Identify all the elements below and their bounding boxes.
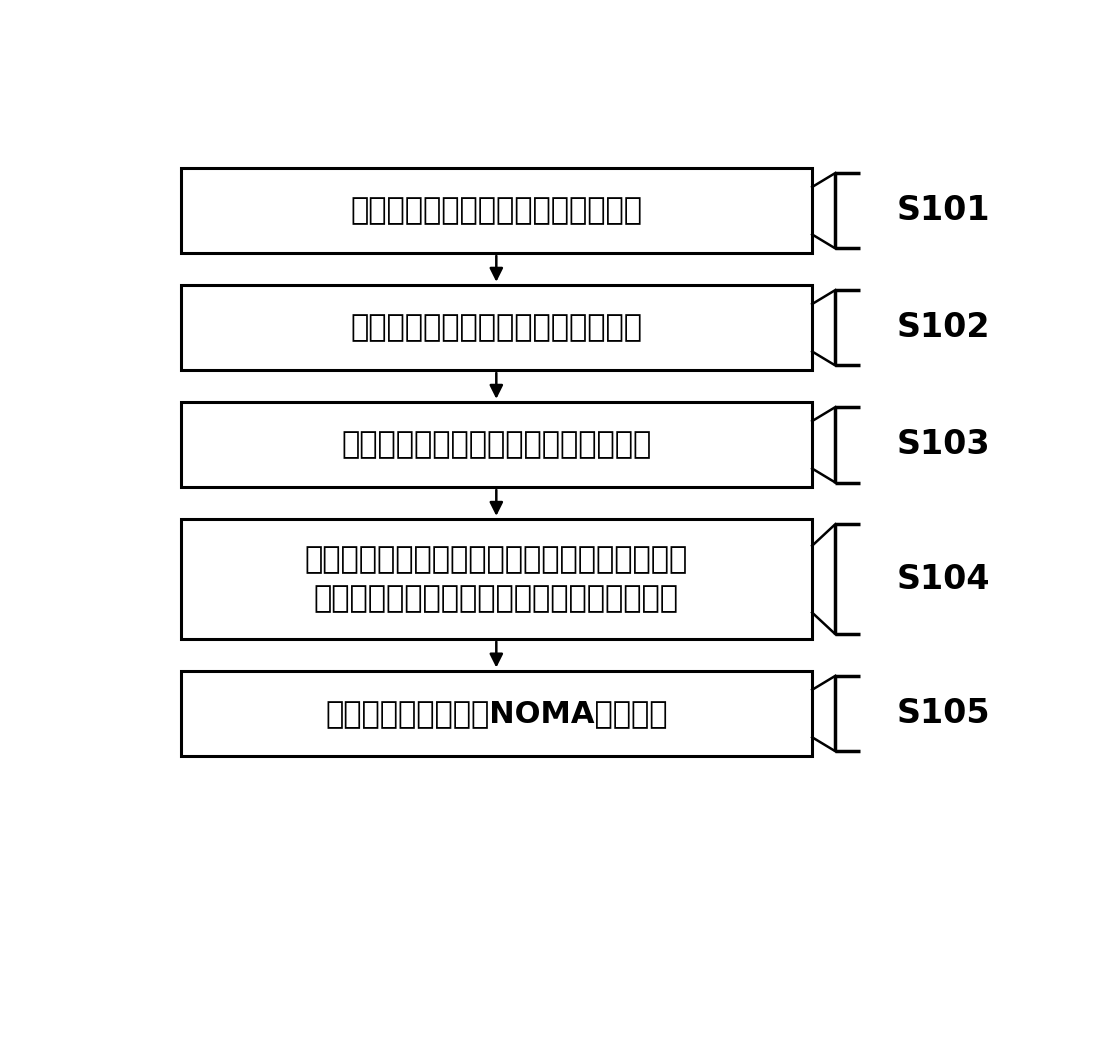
Bar	[181, 285, 812, 370]
Text: S105: S105	[897, 697, 990, 730]
Text: 根据信道质量对合法用户进行重新排序: 根据信道质量对合法用户进行重新排序	[341, 431, 652, 459]
Bar	[181, 520, 812, 639]
Text: S103: S103	[897, 428, 990, 461]
Text: 测量各合法用户与发射端之间的信道: 测量各合法用户与发射端之间的信道	[351, 314, 642, 342]
Text: 根据合法用户的位置分布及信道质量情况，配置
各合法用户信号的功率及零空间人工噪声系数: 根据合法用户的位置分布及信道质量情况，配置 各合法用户信号的功率及零空间人工噪声…	[304, 545, 688, 612]
Bar	[181, 403, 812, 487]
Text: S102: S102	[897, 311, 990, 344]
Text: 根据配置的系数进行NOMA安全传输: 根据配置的系数进行NOMA安全传输	[325, 699, 667, 728]
Text: 测量各合法用户与发射端之间的距离: 测量各合法用户与发射端之间的距离	[351, 197, 642, 225]
Text: S104: S104	[897, 562, 990, 595]
Text: S101: S101	[897, 195, 990, 227]
Bar	[181, 168, 812, 253]
Bar	[181, 671, 812, 756]
